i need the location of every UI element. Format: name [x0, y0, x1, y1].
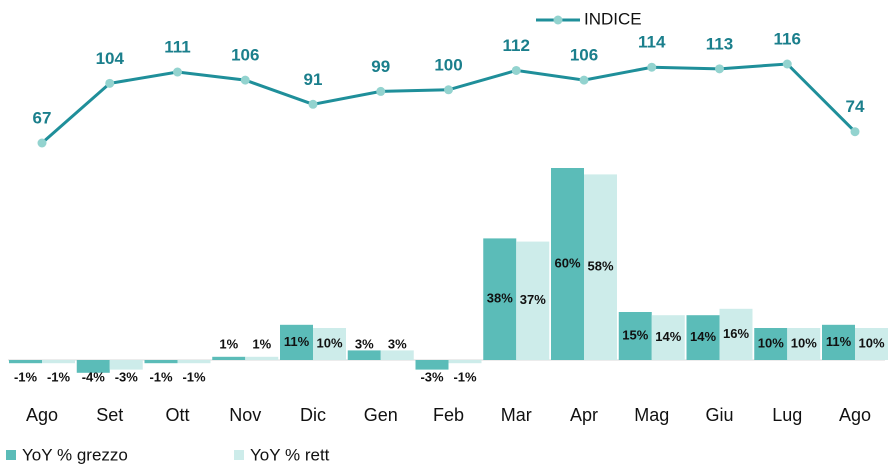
bar [313, 328, 346, 360]
bar [9, 360, 42, 364]
x-tick-label: Dic [300, 405, 326, 425]
x-tick-label: Ago [26, 405, 58, 425]
line-value-label: 106 [570, 46, 598, 65]
bar [212, 356, 246, 360]
bar-value-label: 58% [587, 259, 613, 274]
x-tick-label: Apr [570, 405, 598, 425]
legend-marker [553, 15, 563, 25]
line-marker [647, 62, 657, 72]
line-marker [511, 65, 521, 75]
bar-value-label: -1% [14, 369, 38, 384]
bar-value-label: 14% [690, 329, 716, 344]
legend-swatch [234, 450, 244, 460]
line-value-label: 67 [33, 108, 52, 127]
bar-value-label: -1% [47, 369, 71, 384]
line-value-label: 113 [706, 34, 733, 53]
bar-value-label: 1% [219, 336, 238, 351]
bar-value-label: 16% [723, 326, 749, 341]
legend-label: YoY % rett [250, 445, 330, 464]
bar-value-label: 14% [655, 329, 681, 344]
x-tick-label: Ott [165, 405, 189, 425]
x-tick-label: Set [96, 405, 123, 425]
x-tick-label: Mar [501, 405, 532, 425]
bar [516, 241, 550, 360]
bar-value-label: 10% [858, 335, 884, 350]
bar [415, 360, 449, 370]
bar [584, 174, 617, 360]
bar-value-label: 10% [758, 335, 784, 350]
bar [551, 168, 584, 360]
bar-value-label: -3% [420, 369, 444, 384]
bar-value-label: 1% [252, 336, 271, 351]
line-marker [579, 75, 589, 85]
x-tick-label: Gen [364, 405, 398, 425]
bar-value-label: -1% [453, 369, 477, 384]
bar-value-label: -1% [149, 369, 173, 384]
bar-value-label: 38% [487, 291, 513, 306]
line-marker [444, 85, 453, 95]
bar [855, 328, 888, 360]
legend-label: YoY % grezzo [22, 445, 128, 464]
line-value-label: 112 [503, 36, 530, 55]
bar-value-label: 11% [284, 334, 310, 349]
bar [109, 360, 143, 370]
line-value-label: 99 [371, 57, 390, 76]
bar [280, 324, 313, 360]
line-value-label: 91 [304, 70, 323, 89]
line-marker [782, 59, 792, 69]
bar [144, 360, 178, 364]
bar [76, 360, 110, 373]
line-value-label: 116 [774, 29, 801, 48]
line-marker [173, 67, 182, 77]
bar-value-label: 10% [791, 335, 817, 350]
line-marker [850, 127, 860, 137]
bar [787, 328, 821, 360]
bar-value-label: 10% [316, 335, 342, 350]
bar [754, 328, 788, 360]
bar-value-label: 3% [355, 336, 374, 351]
bar-value-label: -3% [115, 369, 139, 384]
line-value-label: 111 [164, 38, 191, 57]
line-value-label: 104 [96, 49, 125, 68]
x-tick-label: Giu [705, 405, 733, 425]
bar-value-label: 37% [520, 292, 546, 307]
line-value-label: 114 [638, 33, 666, 52]
bar-value-label: -1% [182, 369, 206, 384]
bar-value-label: 60% [554, 255, 580, 270]
bar-value-label: 15% [622, 327, 648, 342]
bar [651, 315, 685, 360]
x-tick-label: Feb [433, 405, 464, 425]
line-marker [308, 99, 318, 109]
line-value-label: 100 [434, 55, 462, 74]
bar-value-label: 11% [826, 334, 852, 349]
bar [448, 360, 482, 364]
legend-swatch [6, 450, 16, 460]
line-marker [240, 75, 250, 85]
bar [822, 324, 855, 360]
x-tick-label: Lug [772, 405, 802, 425]
bar [483, 238, 517, 360]
x-tick-label: Ago [839, 405, 871, 425]
bar-value-label: -4% [82, 369, 106, 384]
line-value-label: 74 [846, 97, 865, 116]
bar [42, 360, 75, 364]
bar [347, 350, 381, 360]
line-value-label: 106 [231, 46, 259, 65]
bar [177, 360, 211, 364]
legend-label: INDICE [584, 9, 642, 28]
bar [618, 312, 652, 360]
line [41, 62, 857, 145]
x-tick-label: Nov [229, 405, 261, 425]
bar [719, 308, 753, 360]
line-marker [715, 64, 724, 74]
bar-value-label: 3% [388, 336, 407, 351]
line-marker [376, 86, 386, 96]
bar [380, 350, 414, 360]
x-tick-label: Mag [634, 405, 669, 425]
line-marker [37, 138, 47, 148]
bar [245, 356, 279, 360]
line-marker [105, 78, 115, 88]
bar [686, 315, 720, 360]
